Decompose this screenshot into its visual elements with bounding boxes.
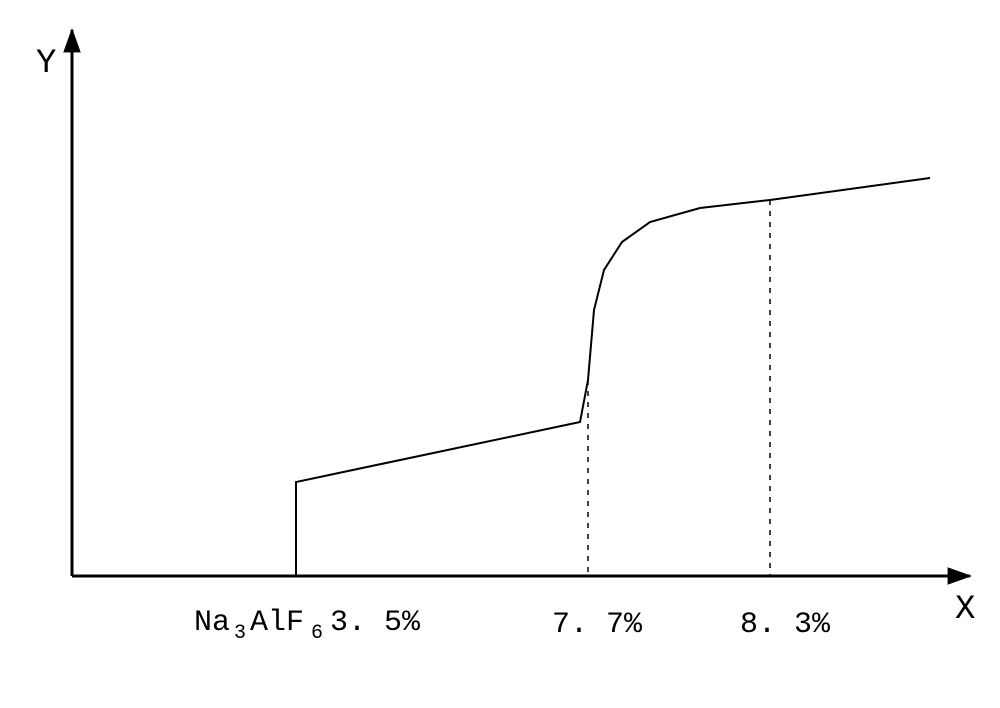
x-axis-label: X — [955, 591, 975, 629]
x-tick-label: 6 — [311, 622, 323, 645]
x-axis-arrow — [948, 567, 972, 585]
x-tick-label: 3. 5% — [330, 606, 421, 640]
data-curve — [296, 178, 930, 576]
chart-svg: Y X Na3AlF 6 3. 5% 7. 7% 8. 3% — [0, 0, 1000, 708]
x-tick-label: Na — [194, 606, 230, 640]
y-axis-arrow — [63, 28, 81, 52]
x-tick-label: 7. 7% — [552, 608, 643, 642]
x-tick-label: 3 — [234, 622, 246, 645]
x-tick-label: AlF — [250, 606, 304, 640]
x-tick-label: 8. 3% — [740, 608, 831, 642]
y-axis-label: Y — [36, 45, 56, 83]
